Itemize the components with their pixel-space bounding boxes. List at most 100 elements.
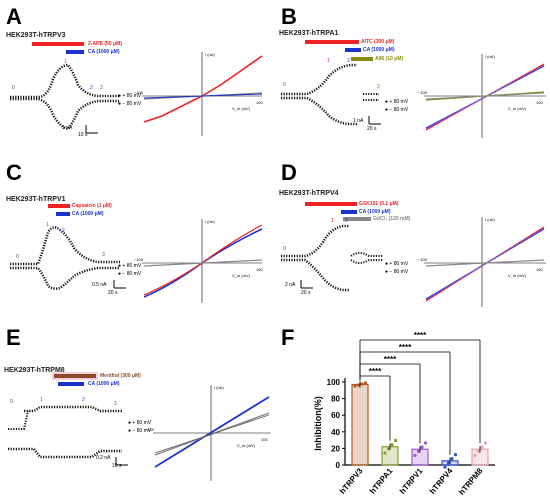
trace-legend: ● + 80 mV ● − 80 mV (118, 93, 142, 107)
iv-xmax: 100 (261, 437, 268, 442)
data-point (416, 449, 421, 453)
data-point (476, 449, 481, 453)
svg-text:3: 3 (114, 401, 117, 407)
svg-text:1: 1 (64, 59, 67, 65)
svg-text:1: 1 (46, 222, 49, 228)
iv-xmax: 100 (256, 267, 263, 272)
legend-pos: + 80 mV (389, 99, 409, 105)
ca-bar (56, 212, 70, 216)
menthol-label: Menthol (300 μM) (100, 373, 141, 379)
bar-hTRPV3 (351, 383, 369, 466)
scale-x-label: 10 s (78, 132, 88, 138)
data-point (483, 441, 488, 445)
scale-y-label: 1 nA (353, 118, 364, 124)
panel-letter: C (6, 160, 22, 185)
iv-ylabel: I (nA) (214, 385, 224, 390)
panel-letter: B (281, 4, 297, 29)
panel-title: HEK293T-hTRPV3 (6, 32, 66, 39)
panel-a: A HEK293T-hTRPV3 2-APB (50 μM) CA (1000 … (0, 0, 275, 140)
panel-title: HEK293T-hTRPA1 (279, 30, 339, 37)
gdcl3-bar (343, 217, 371, 221)
data-point (413, 453, 417, 458)
data-point (386, 447, 391, 451)
iv-plot: −100 100 I (nA) V_m (mV) (134, 52, 263, 136)
svg-text:2: 2 (62, 228, 65, 234)
svg-text:0: 0 (16, 254, 19, 260)
scale-y-label: 2 nA (285, 282, 296, 288)
iv-ylabel: I (nA) (205, 52, 215, 57)
data-point (393, 438, 398, 443)
svg-text:2: 2 (90, 85, 93, 91)
iv-xmin: −100 (134, 90, 144, 95)
sig-stars: **** (399, 343, 412, 352)
panel-title: HEK293T-hTRPM8 (4, 367, 65, 374)
ca-bar (341, 210, 357, 214)
trace-legend: ● + 80 mV ● − 80 mV (385, 99, 409, 113)
data-point (453, 453, 458, 457)
ca-bar (66, 50, 84, 54)
data-point (450, 457, 454, 461)
iv-plot: −100 100 I (nA) V_m (mV) (418, 217, 546, 307)
panel-title: HEK293T-hTRPV1 (6, 196, 66, 203)
legend-pos: + 80 mV (122, 93, 142, 99)
ca-label: CA (1000 μM) (359, 209, 391, 215)
svg-text:3: 3 (377, 84, 380, 90)
y-tick-label: 100 (327, 378, 341, 387)
data-point (446, 461, 451, 465)
iv-ylabel: I (nA) (485, 54, 495, 59)
svg-text:1: 1 (331, 218, 334, 224)
data-point (360, 382, 364, 386)
legend-neg: − 80 mV (132, 428, 152, 434)
iv-xmax: 100 (536, 100, 543, 105)
scale-x-label: 20 s (367, 126, 377, 132)
legend-neg: − 80 mV (389, 107, 409, 113)
svg-text:2: 2 (82, 397, 85, 403)
aitc-bar (305, 40, 359, 44)
panel-title: HEK293T-hTRPV4 (279, 190, 339, 197)
data-point (383, 451, 387, 455)
panel-d: D HEK293T-hTRPV4 GSK101 (0.1 μM) CA (100… (275, 160, 550, 307)
trace-plot: 0 1 2 (281, 218, 383, 292)
svg-text:0: 0 (283, 82, 286, 88)
trace-plot: 0 1 2 3 (10, 59, 120, 134)
trace-legend: ● + 80 mV ● − 80 mV (385, 261, 409, 275)
svg-text:0: 0 (12, 85, 15, 91)
data-point (363, 381, 368, 385)
ca-bar (345, 48, 361, 52)
legend-pos: + 80 mV (132, 420, 152, 426)
iv-plot: −100 100 I (nA) V_m (mV) (418, 54, 546, 138)
aitc-label: AITC (300 μM) (361, 39, 395, 45)
panel-letter: E (6, 325, 21, 350)
gsk101-label: GSK101 (0.1 μM) (359, 201, 399, 207)
2apb-label: 2-APB (50 μM) (88, 41, 122, 47)
data-point (353, 384, 357, 388)
panel-f: F 0 20 40 60 80 100 Inhibition(%) hTRPV3 hTRPA1 h… (275, 325, 550, 501)
panel-c: C HEK293T-hTRPV1 Capsaicin (1 μM) CA (10… (0, 160, 275, 303)
svg-text:2: 2 (347, 58, 350, 64)
svg-text:3: 3 (102, 252, 105, 258)
capsaicin-label: Capsaicin (1 μM) (72, 203, 112, 209)
ca-bar (58, 382, 84, 386)
2apb-bar (32, 42, 84, 46)
iv-ylabel: I (nA) (485, 217, 495, 222)
legend-neg: − 80 mV (122, 101, 142, 107)
panel-e: E HEK293T-hTRPM8 Menthol (300 μM) CA (10… (0, 325, 275, 485)
data-point (420, 445, 424, 449)
trace-legend: ● + 80 mV ● − 80 mV (118, 263, 142, 277)
panel-letter: F (281, 325, 295, 350)
scale-y-label: 1 nA (62, 125, 73, 131)
gdcl3-label: GdCl₃ (120 mM) (373, 216, 411, 222)
y-tick-label: 80 (331, 395, 340, 404)
trace-legend: ● + 80 mV ● − 80 mV (128, 420, 152, 434)
y-tick-label: 0 (336, 461, 341, 470)
data-point (443, 465, 447, 469)
iv-plot: −100 100 I (nA) V_m (mV) (134, 219, 263, 303)
svg-text:1: 1 (40, 397, 43, 403)
x-tick-label: hTRPV1 (398, 466, 425, 496)
legend-neg: − 80 mV (389, 269, 409, 275)
svg-text:2: 2 (345, 218, 348, 224)
iv-xlabel: V_m (mV) (508, 273, 527, 278)
iv-xmin: −100 (418, 90, 428, 95)
gsk101-bar (305, 202, 357, 206)
sig-stars: **** (369, 367, 382, 376)
